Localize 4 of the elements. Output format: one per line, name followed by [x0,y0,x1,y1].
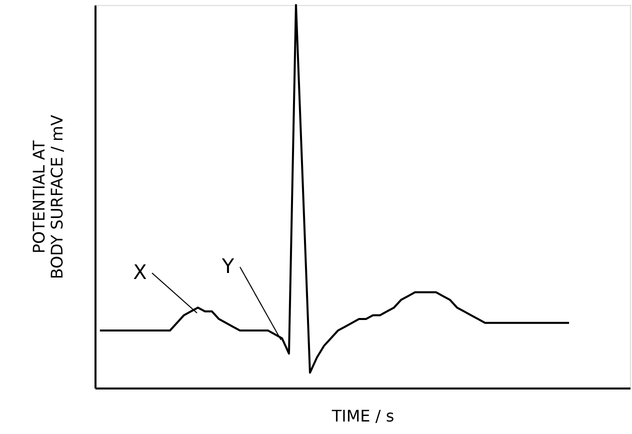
annotation: X [133,260,148,284]
y-axis-title: POTENTIAL AT BODY SURFACE / mV [30,114,66,280]
annotation: Y [220,254,235,278]
x-axis-title: TIME / s [330,406,394,426]
